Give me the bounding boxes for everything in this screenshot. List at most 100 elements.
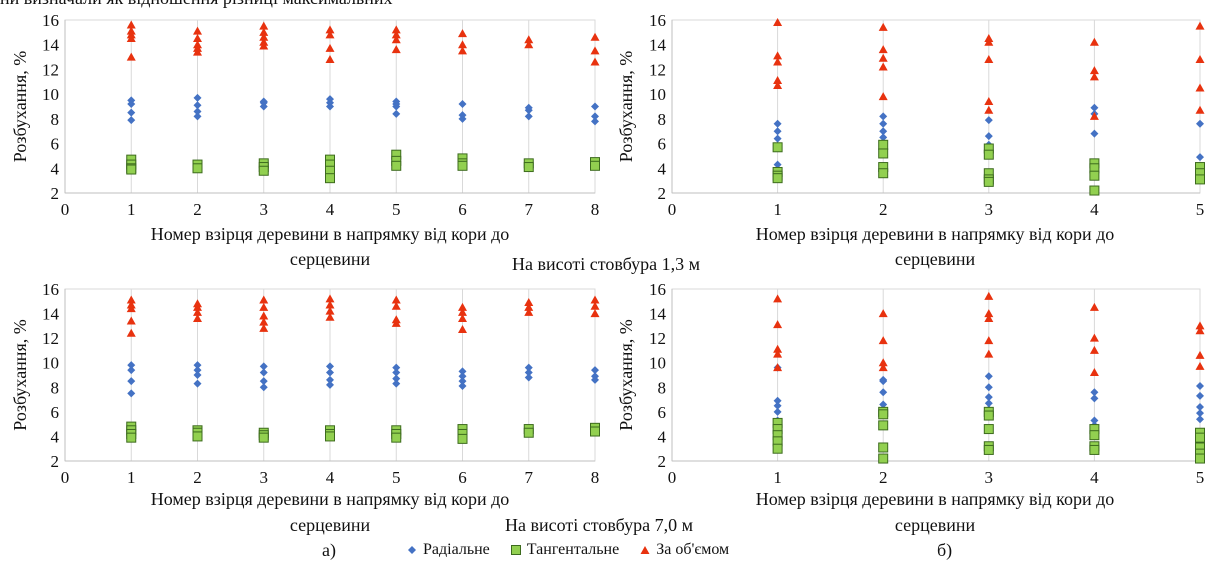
- volume-point: [458, 46, 467, 55]
- tangential-point: [983, 444, 994, 455]
- volume-point: [325, 312, 335, 321]
- x-tick-label: 8: [591, 200, 600, 219]
- tangential-point: [772, 443, 783, 454]
- x-axis-title-line1: Номер взірця деревини в напрямку від кор…: [151, 224, 510, 244]
- radial-point: [879, 400, 888, 409]
- volume-point: [590, 57, 600, 66]
- radial-point: [1196, 391, 1204, 400]
- tangential-point: [391, 160, 402, 171]
- radial-point: [127, 108, 136, 117]
- volume-point: [878, 336, 888, 345]
- volume-point: [773, 80, 783, 89]
- radial-point: [879, 133, 888, 142]
- volume-point: [458, 29, 467, 38]
- x-tick-label: 0: [61, 468, 70, 487]
- volume-point: [325, 43, 335, 52]
- radial-point: [773, 407, 782, 416]
- volume-point: [126, 328, 136, 337]
- legend: Радіальне Тангентальне За об'ємом: [406, 539, 749, 561]
- volume-point: [1089, 333, 1099, 342]
- tangential-point: [126, 432, 137, 443]
- radial-point: [591, 112, 599, 121]
- radial-point: [259, 368, 268, 377]
- radial-point: [984, 372, 993, 381]
- radial-point: [127, 361, 136, 370]
- x-axis-title-line2: серцевини: [290, 249, 371, 269]
- volume-point: [878, 92, 888, 101]
- y-tick-label: 16: [42, 280, 59, 299]
- radial-point: [773, 401, 782, 410]
- y-tick-label: 4: [658, 427, 667, 446]
- volume-point: [1089, 302, 1099, 311]
- tangential-point: [1089, 185, 1100, 196]
- volume-point: [984, 97, 994, 106]
- tangential-point: [983, 424, 994, 435]
- volume-point: [524, 35, 534, 44]
- volume-point: [126, 304, 136, 313]
- volume-point: [773, 57, 783, 66]
- y-axis-title: Розбухання, %: [10, 51, 30, 162]
- volume-point: [524, 40, 534, 49]
- tangential-point: [878, 442, 889, 453]
- x-axis-title-line2: серцевини: [895, 249, 976, 269]
- radial-point: [524, 373, 533, 382]
- plot-area: [671, 19, 1201, 194]
- radial-point: [127, 100, 136, 109]
- volume-point: [878, 358, 888, 367]
- volume-point: [259, 41, 269, 50]
- x-tick-label: 4: [1090, 468, 1099, 487]
- radial-point: [326, 362, 334, 371]
- x-tick-label: 0: [668, 468, 677, 487]
- tangential-point: [325, 431, 335, 442]
- volume-point: [773, 17, 783, 26]
- radial-point: [458, 372, 467, 381]
- volume-point: [524, 298, 534, 307]
- square-marker-icon: [510, 545, 521, 555]
- y-tick-label: 8: [658, 110, 667, 129]
- radial-point: [984, 383, 993, 392]
- y-tick-label: 16: [649, 11, 666, 30]
- radial-point: [879, 388, 888, 397]
- legend-label-volume: За об'ємом: [656, 541, 730, 558]
- x-tick-label: 4: [326, 200, 335, 219]
- y-tick-label: 10: [649, 85, 666, 104]
- y-tick-label: 12: [42, 329, 59, 348]
- x-tick-label: 1: [127, 200, 136, 219]
- tangential-point: [192, 163, 203, 174]
- y-tick-label: 8: [658, 378, 667, 397]
- radial-point: [1090, 129, 1099, 138]
- tangential-point: [878, 139, 889, 150]
- y-tick-label: 12: [649, 329, 666, 348]
- y-tick-label: 8: [51, 378, 60, 397]
- volume-point: [259, 317, 269, 326]
- x-tick-label: 0: [61, 200, 70, 219]
- volume-point: [590, 309, 600, 318]
- radial-point: [773, 160, 782, 169]
- x-tick-label: 8: [591, 468, 600, 487]
- y-tick-label: 14: [42, 305, 60, 324]
- panel-label-a: а): [322, 540, 336, 560]
- x-tick-label: 1: [773, 468, 782, 487]
- x-tick-label: 4: [1090, 200, 1099, 219]
- y-tick-label: 4: [51, 159, 60, 178]
- x-tick-label: 3: [985, 468, 994, 487]
- y-tick-label: 4: [658, 159, 667, 178]
- volume-point: [1089, 368, 1099, 377]
- x-tick-label: 7: [525, 468, 534, 487]
- radial-point: [193, 107, 202, 116]
- radial-point: [193, 93, 202, 102]
- y-tick-label: 2: [51, 184, 60, 203]
- radial-point: [524, 363, 533, 372]
- radial-point: [1196, 153, 1204, 162]
- radial-point: [879, 377, 888, 386]
- y-tick-label: 16: [649, 280, 666, 299]
- tangential-point: [391, 432, 402, 443]
- tangential-point: [772, 142, 783, 153]
- y-tick-label: 4: [51, 427, 60, 446]
- radial-point: [326, 102, 334, 111]
- height-label-7-0m: На висоті стовбура 7,0 м: [505, 515, 693, 535]
- x-tick-label: 1: [127, 468, 136, 487]
- diamond-marker-icon: [408, 546, 416, 554]
